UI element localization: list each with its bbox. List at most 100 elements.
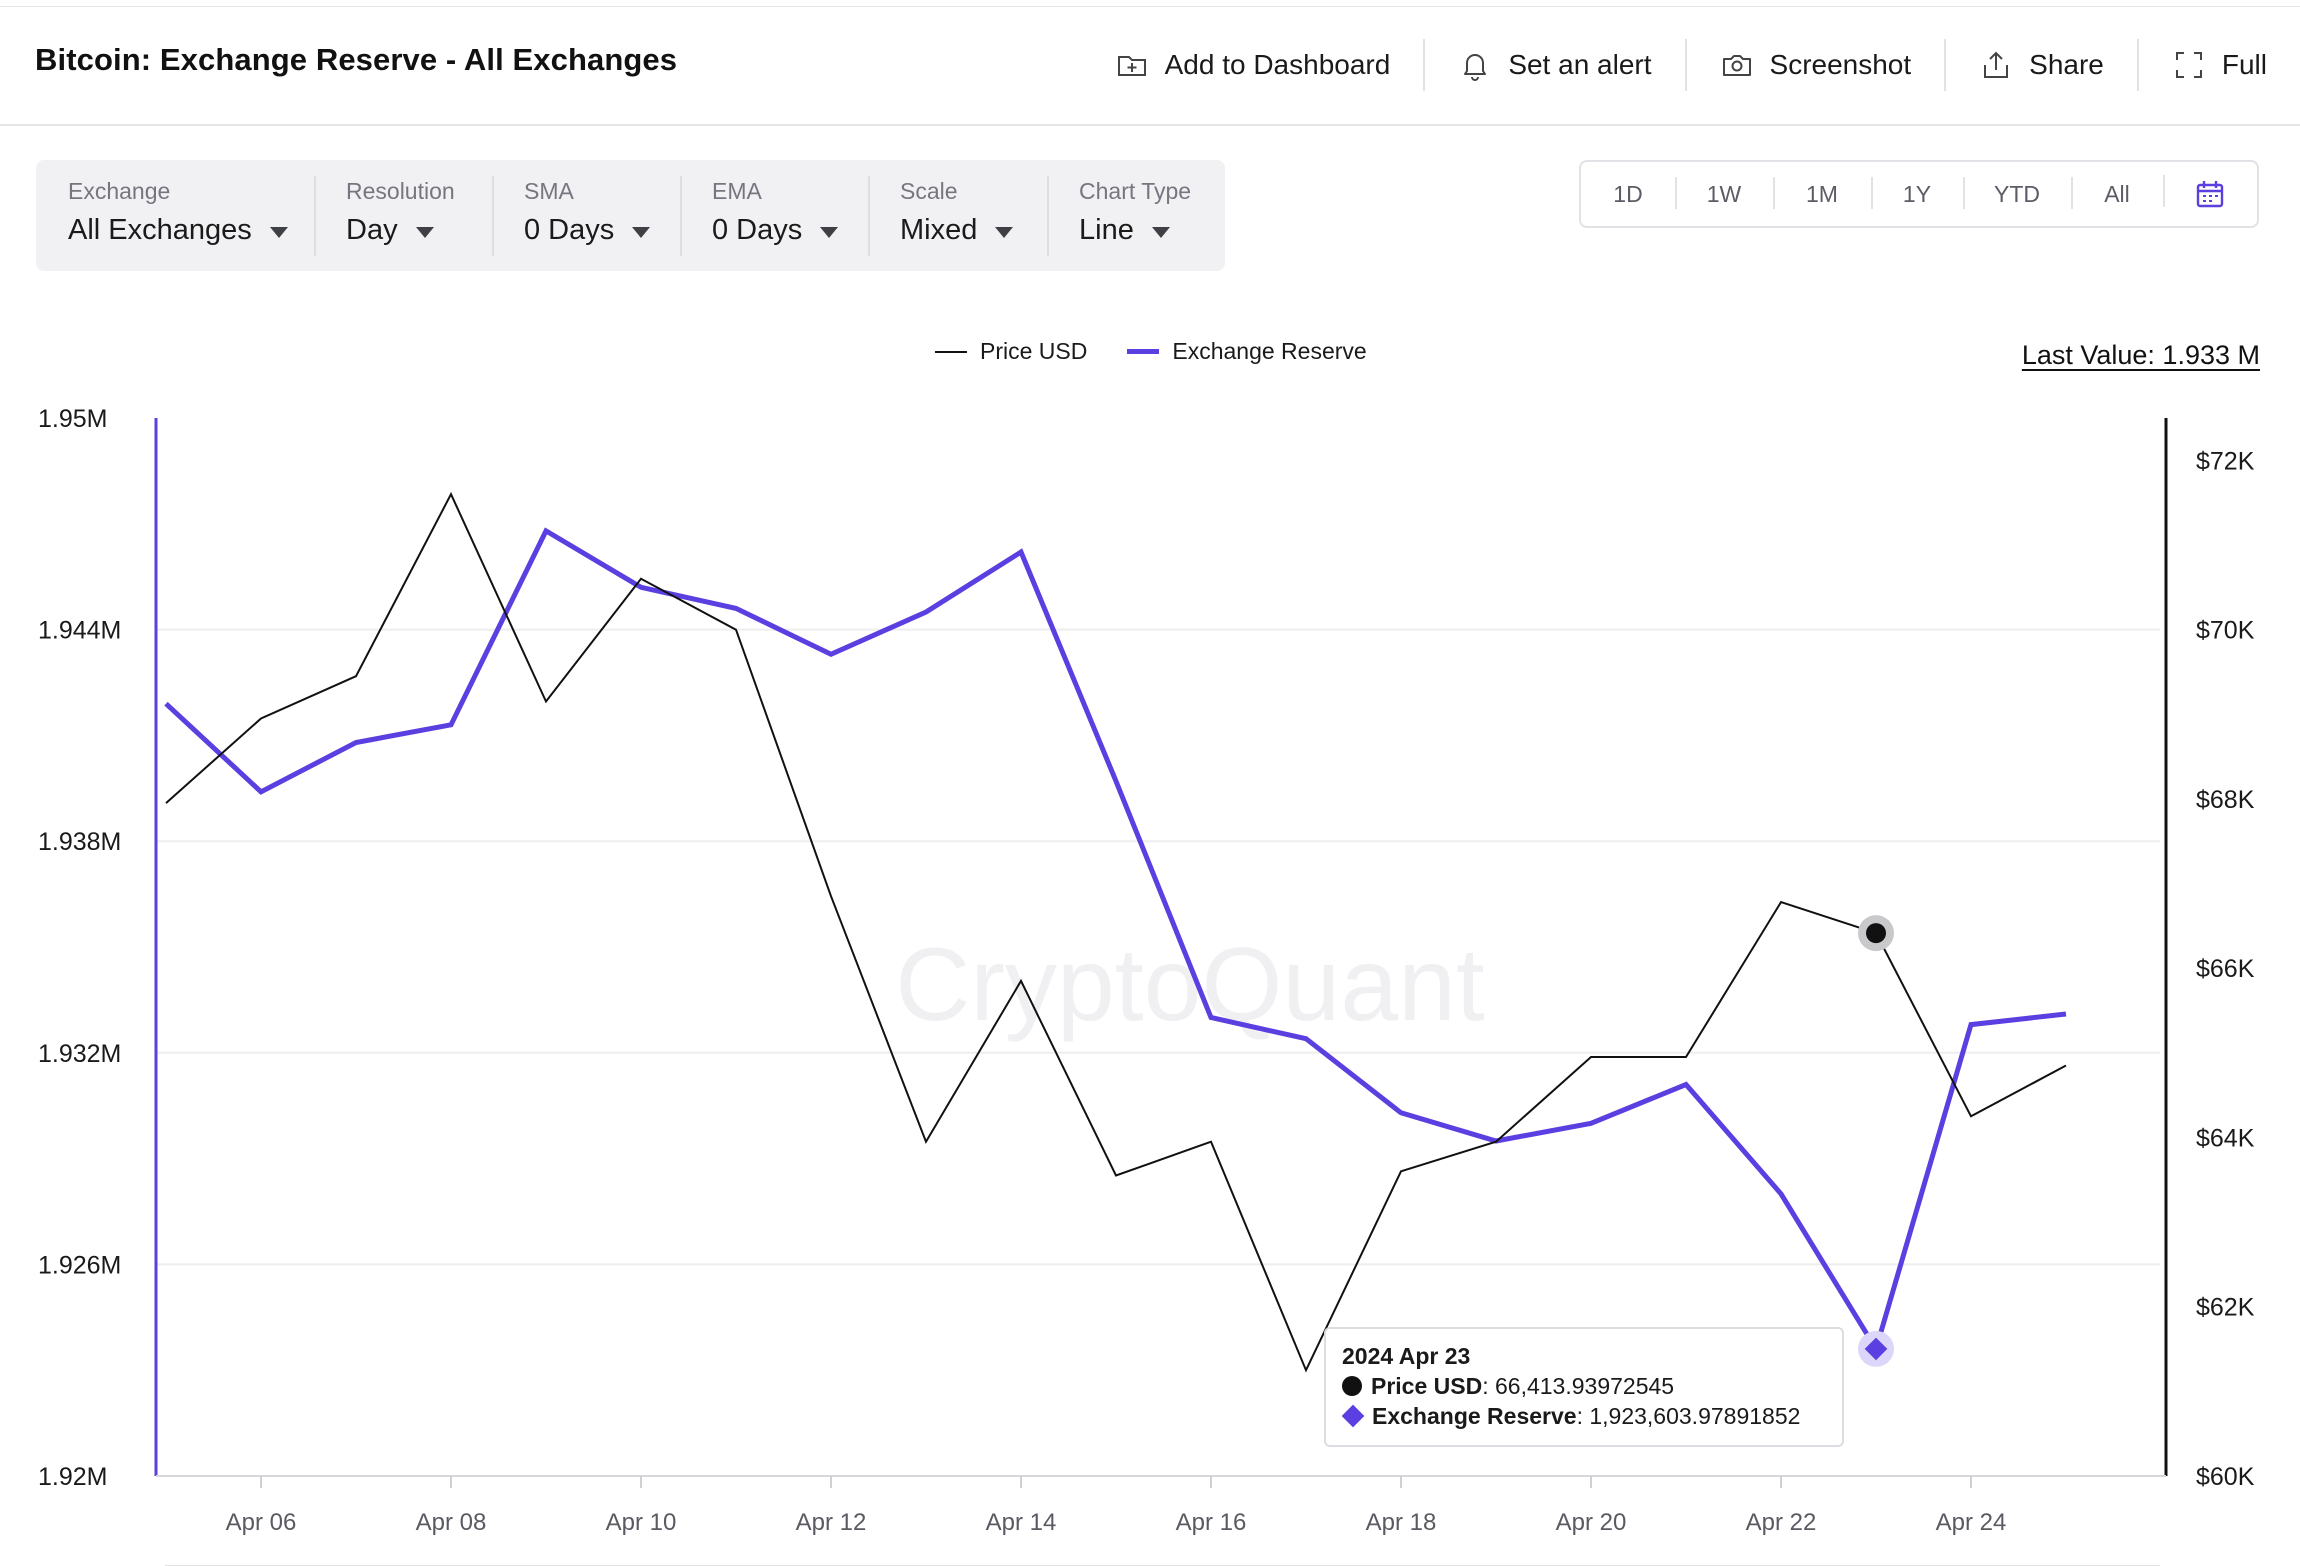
x-tick-label: Apr 10 — [606, 1509, 677, 1536]
sma-filter[interactable]: SMA 0 Days — [492, 160, 680, 271]
watermark: CryptoQuant — [895, 927, 1485, 1043]
add-to-dashboard-button[interactable]: Add to Dashboard — [1082, 39, 1424, 91]
calendar-icon — [2196, 181, 2224, 208]
set-alert-button[interactable]: Set an alert — [1423, 39, 1684, 91]
left-tick-label: 1.938M — [38, 828, 121, 856]
caret-down-icon — [995, 226, 1014, 238]
time-range-selector: 1D 1W 1M 1Y YTD All — [1579, 160, 2259, 228]
range-1d-button[interactable]: 1D — [1613, 180, 1643, 207]
x-tick-label: Apr 12 — [796, 1509, 867, 1536]
ema-filter-label: EMA — [712, 178, 762, 204]
ema-filter[interactable]: EMA 0 Days — [680, 160, 868, 271]
fullscreen-icon — [2172, 48, 2206, 82]
left-tick-label: 1.926M — [38, 1251, 121, 1279]
exchange-filter[interactable]: Exchange All Exchanges — [36, 160, 314, 271]
exchange-filter-value: All Exchanges — [68, 214, 252, 246]
left-axis-ticks: 1.92M 1.926M 1.932M 1.938M 1.944M 1.95M — [38, 405, 121, 1491]
reserve-highlight-point — [1864, 1337, 1888, 1361]
series-lines — [164, 491, 2067, 1373]
screenshot-label: Screenshot — [1769, 49, 1912, 80]
left-tick-label: 1.944M — [38, 617, 121, 645]
range-1y-button[interactable]: 1Y — [1871, 176, 1963, 209]
left-tick-label: 1.95M — [38, 405, 107, 433]
sma-filter-value: 0 Days — [524, 214, 615, 246]
right-tick-label: $68K — [2196, 786, 2255, 814]
fullscreen-label: Full — [2221, 49, 2267, 80]
tooltip-date: 2024 Apr 23 — [1342, 1343, 1471, 1369]
share-button[interactable]: Share — [1944, 39, 2137, 91]
caret-down-icon — [632, 226, 651, 238]
x-tick-label: Apr 22 — [1746, 1509, 1817, 1536]
share-icon — [1979, 48, 2013, 82]
chart-header: Bitcoin: Exchange Reserve - All Exchange… — [0, 6, 2300, 126]
tooltip-price-label: Price USD — [1371, 1373, 1483, 1399]
exchange-filter-label: Exchange — [68, 178, 171, 204]
x-tick-label: Apr 18 — [1366, 1509, 1437, 1536]
x-tick-label: Apr 14 — [986, 1509, 1057, 1536]
x-tick-label: Apr 20 — [1556, 1509, 1627, 1536]
x-tick-label: Apr 24 — [1936, 1509, 2007, 1536]
set-alert-label: Set an alert — [1508, 49, 1652, 80]
chart-type-filter[interactable]: Chart Type Line — [1047, 160, 1225, 271]
legend-swatch-price — [935, 350, 967, 353]
right-tick-label: $64K — [2196, 1124, 2255, 1152]
chart-legend: Price USD Exchange Reserve — [935, 338, 1407, 365]
price-series-line — [165, 491, 2067, 1373]
right-axis-ticks: $60K $62K $64K $66K $68K $70K $72K — [2196, 447, 2255, 1491]
range-1w-button[interactable]: 1W — [1675, 176, 1773, 209]
right-tick-label: $60K — [2196, 1463, 2255, 1491]
x-tick-label: Apr 16 — [1176, 1509, 1247, 1536]
dashboard-add-icon — [1115, 48, 1149, 82]
tooltip-price-value: : 66,413.93972545 — [1482, 1373, 1675, 1399]
legend-label-reserve: Exchange Reserve — [1172, 338, 1367, 364]
caret-down-icon — [820, 226, 839, 238]
add-to-dashboard-label: Add to Dashboard — [1164, 49, 1391, 80]
right-tick-label: $66K — [2196, 955, 2255, 983]
top-border — [0, 0, 2300, 7]
legend-item-price[interactable]: Price USD — [935, 338, 1087, 365]
x-tick-label: Apr 06 — [226, 1509, 297, 1536]
tooltip-reserve-label: Exchange Reserve — [1372, 1403, 1577, 1429]
legend-label-price: Price USD — [980, 338, 1088, 364]
right-tick-label: $72K — [2196, 447, 2255, 475]
caret-down-icon — [269, 226, 288, 238]
resolution-filter-label: Resolution — [346, 178, 455, 204]
last-value: Last Value: 1.933 M — [2021, 340, 2260, 370]
reserve-series-line — [164, 527, 2067, 1356]
calendar-button[interactable] — [2163, 175, 2257, 209]
resolution-filter-value: Day — [346, 214, 398, 246]
header-actions: Add to Dashboard Set an alert Screenshot… — [1082, 6, 2300, 124]
price-marker-icon — [1342, 1376, 1362, 1396]
reserve-marker-icon — [1341, 1404, 1365, 1428]
range-all-button[interactable]: All — [2071, 176, 2163, 209]
x-tick-label: Apr 08 — [416, 1509, 487, 1536]
left-tick-label: 1.932M — [38, 1040, 121, 1068]
range-ytd-button[interactable]: YTD — [1963, 176, 2071, 209]
chart-tooltip: 2024 Apr 23 Price USD : 66,413.93972545 … — [1324, 1327, 1844, 1447]
chart-type-filter-value: Line — [1079, 214, 1134, 246]
highlight-markers — [1858, 915, 1894, 1367]
scale-filter-value: Mixed — [900, 214, 978, 246]
right-tick-label: $70K — [2196, 617, 2255, 645]
screenshot-button[interactable]: Screenshot — [1684, 39, 1945, 91]
camera-icon — [1720, 48, 1754, 82]
share-label: Share — [2029, 49, 2104, 80]
bell-icon — [1458, 48, 1492, 82]
sma-filter-label: SMA — [524, 178, 574, 204]
caret-down-icon — [415, 226, 434, 238]
legend-swatch-reserve — [1127, 349, 1160, 354]
scale-filter-label: Scale — [900, 178, 958, 204]
range-1m-button[interactable]: 1M — [1773, 176, 1871, 209]
tooltip-reserve-value: : 1,923,603.97891852 — [1576, 1403, 1801, 1429]
scale-filter[interactable]: Scale Mixed — [868, 160, 1047, 271]
caret-down-icon — [1151, 226, 1170, 238]
chart-type-filter-label: Chart Type — [1079, 178, 1192, 204]
price-highlight-point — [1866, 923, 1886, 944]
resolution-filter[interactable]: Resolution Day — [314, 160, 492, 271]
left-tick-label: 1.92M — [38, 1463, 107, 1491]
ema-filter-value: 0 Days — [712, 214, 803, 246]
fullscreen-button[interactable]: Full — [2136, 39, 2300, 91]
x-axis-ticks: Apr 06 Apr 08 Apr 10 Apr 12 Apr 14 Apr 16 Apr … — [226, 1476, 2007, 1536]
legend-item-reserve[interactable]: Exchange Reserve — [1127, 338, 1367, 365]
